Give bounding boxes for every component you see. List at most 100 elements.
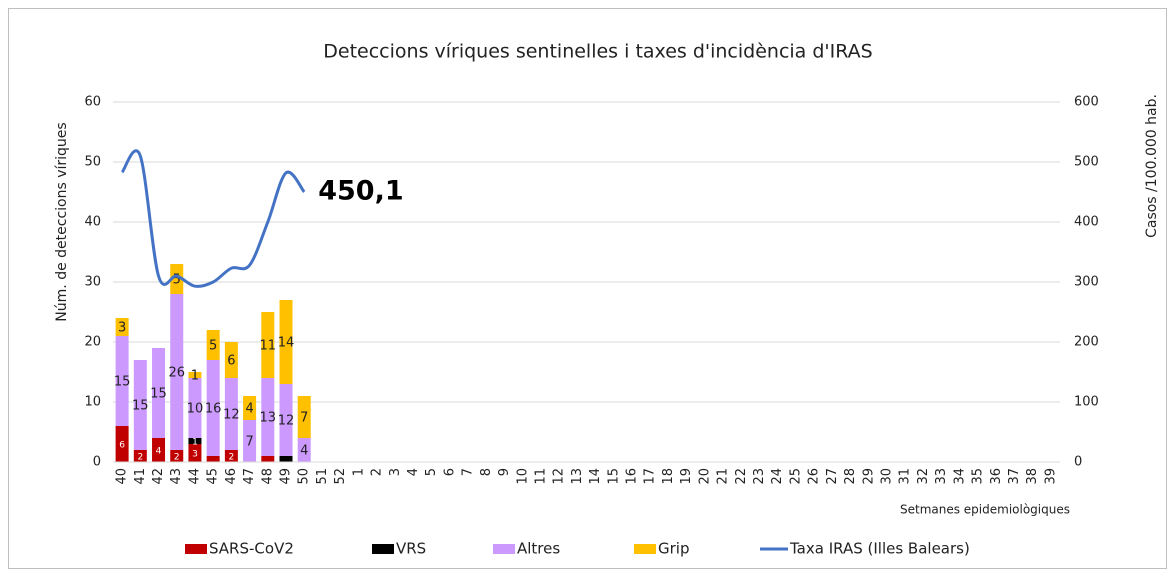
x-tick-label: 46 bbox=[224, 468, 239, 485]
x-tick-label: 9 bbox=[497, 468, 512, 476]
bar-segment bbox=[297, 438, 311, 462]
bar-segment bbox=[170, 450, 184, 462]
x-tick-label: 1 bbox=[351, 468, 366, 476]
bar-segment bbox=[115, 426, 129, 462]
data-label: 2 bbox=[174, 453, 180, 463]
legend-label: Taxa IRAS (Illes Balears) bbox=[789, 540, 970, 558]
bar-segment bbox=[115, 336, 129, 426]
data-label: 5 bbox=[209, 339, 217, 354]
data-label: 2 bbox=[229, 453, 235, 463]
y-tick-label: 30 bbox=[84, 275, 101, 290]
y-tick-label: 10 bbox=[84, 395, 101, 410]
x-tick-label: 23 bbox=[752, 468, 767, 485]
x-tick-label: 3 bbox=[388, 468, 403, 476]
x-tick-label: 48 bbox=[260, 468, 275, 485]
data-label: 12 bbox=[278, 414, 295, 429]
bar-segment bbox=[261, 378, 275, 456]
x-tick-label: 44 bbox=[187, 468, 202, 485]
data-label: 10 bbox=[187, 402, 204, 417]
y2-tick-label: 600 bbox=[1074, 95, 1099, 110]
x-tick-label: 26 bbox=[807, 468, 822, 485]
bar-segment bbox=[206, 360, 220, 456]
data-label: 15 bbox=[150, 387, 167, 402]
x-tick-label: 2 bbox=[370, 468, 385, 476]
bar-segment bbox=[115, 318, 129, 336]
x-tick-label: 14 bbox=[588, 468, 603, 485]
x-tick-label: 19 bbox=[679, 468, 694, 485]
x-tick-label: 18 bbox=[661, 468, 676, 485]
data-label: 3 bbox=[192, 450, 198, 460]
data-label: 15 bbox=[132, 399, 149, 414]
y-tick-label: 40 bbox=[84, 215, 101, 230]
y-tick-label: 20 bbox=[84, 335, 101, 350]
chart-title: Deteccions víriques sentinelles i taxes … bbox=[323, 41, 872, 63]
x-tick-label: 11 bbox=[533, 468, 548, 485]
bar-segment bbox=[279, 300, 293, 384]
y2-tick-label: 0 bbox=[1074, 455, 1082, 470]
x-tick-label: 24 bbox=[770, 468, 785, 485]
legend-swatch bbox=[493, 544, 515, 554]
x-tick-label: 49 bbox=[279, 468, 294, 485]
bar-segment bbox=[224, 342, 238, 378]
bar-segment bbox=[279, 384, 293, 456]
data-label: 7 bbox=[300, 411, 308, 426]
x-tick-label: 20 bbox=[697, 468, 712, 485]
x-tick-label: 50 bbox=[297, 468, 312, 485]
bar-segment bbox=[224, 378, 238, 450]
x-tick-label: 8 bbox=[479, 468, 494, 476]
y-tick-label: 60 bbox=[84, 95, 101, 110]
x-tick-label: 43 bbox=[169, 468, 184, 485]
x-tick-label: 30 bbox=[879, 468, 894, 485]
bar-segment bbox=[170, 294, 184, 450]
x-tick-label: 6 bbox=[442, 468, 457, 476]
data-label: 1 bbox=[192, 438, 198, 448]
y-axis-label: Núm. de deteccions víriques bbox=[54, 122, 70, 321]
bar-segment bbox=[206, 330, 220, 360]
x-tick-label: 13 bbox=[570, 468, 585, 485]
bar-segment bbox=[243, 420, 257, 462]
x-tick-label: 42 bbox=[151, 468, 166, 485]
x-tick-label: 51 bbox=[315, 468, 330, 485]
legend-swatch bbox=[372, 544, 394, 554]
x-tick-label: 10 bbox=[515, 468, 530, 485]
bar-segment bbox=[206, 456, 220, 462]
data-label: 16 bbox=[205, 402, 222, 417]
y2-tick-label: 400 bbox=[1074, 215, 1099, 230]
data-label: 5 bbox=[173, 273, 181, 288]
data-label: 14 bbox=[278, 336, 295, 351]
data-label: 6 bbox=[119, 441, 125, 451]
bar-segment bbox=[224, 450, 238, 462]
bar-segment bbox=[279, 456, 293, 462]
legend-label: VRS bbox=[396, 540, 426, 558]
x-tick-label: 5 bbox=[424, 468, 439, 476]
bar-segment bbox=[188, 378, 202, 438]
legend-swatch bbox=[634, 544, 656, 554]
x-tick-label: 40 bbox=[115, 468, 130, 485]
x-axis-label: Setmanes epidemiològiques bbox=[900, 503, 1070, 517]
data-label: 26 bbox=[168, 366, 185, 381]
x-tick-label: 45 bbox=[206, 468, 221, 485]
x-tick-label: 37 bbox=[1007, 468, 1022, 485]
data-label: 13 bbox=[260, 411, 277, 426]
bar-segment bbox=[133, 450, 147, 462]
x-tick-label: 47 bbox=[242, 468, 257, 485]
x-tick-label: 35 bbox=[971, 468, 986, 485]
x-tick-label: 29 bbox=[861, 468, 876, 485]
bar-segment bbox=[152, 438, 166, 462]
y2-tick-label: 100 bbox=[1074, 395, 1099, 410]
data-label: 4 bbox=[300, 444, 308, 459]
bar-segment bbox=[188, 372, 202, 378]
data-label: 11 bbox=[260, 339, 277, 354]
x-tick-label: 39 bbox=[1043, 468, 1058, 485]
bar-segment bbox=[188, 438, 202, 444]
bar-segment bbox=[133, 360, 147, 450]
legend-swatch bbox=[185, 544, 207, 554]
x-tick-label: 7 bbox=[461, 468, 476, 476]
y-tick-label: 0 bbox=[93, 455, 101, 470]
x-tick-label: 28 bbox=[843, 468, 858, 485]
x-tick-label: 38 bbox=[1025, 468, 1040, 485]
x-tick-label: 4 bbox=[406, 468, 421, 476]
bar-segment bbox=[188, 444, 202, 462]
x-tick-label: 52 bbox=[333, 468, 348, 485]
x-tick-label: 12 bbox=[552, 468, 567, 485]
